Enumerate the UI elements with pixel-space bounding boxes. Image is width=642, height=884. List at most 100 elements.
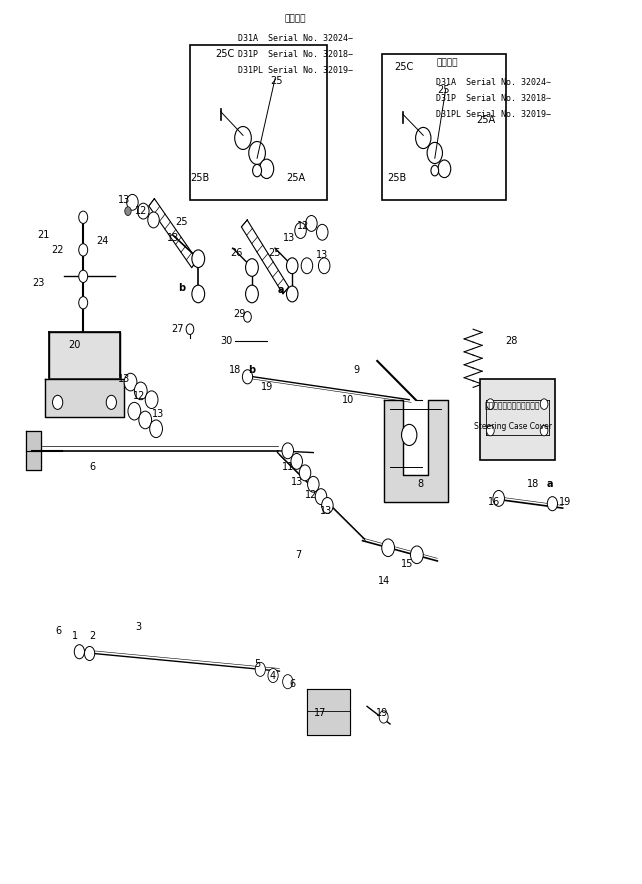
Text: 24: 24: [96, 236, 108, 246]
Circle shape: [401, 424, 417, 446]
Text: 12: 12: [297, 221, 309, 231]
Circle shape: [286, 286, 298, 301]
Text: 23: 23: [32, 278, 45, 288]
Circle shape: [438, 160, 451, 178]
Text: 25B: 25B: [386, 172, 406, 183]
Text: 13: 13: [291, 476, 303, 487]
Text: 19: 19: [559, 497, 571, 507]
Circle shape: [255, 662, 265, 676]
Text: D31P  Serial No. 32018−: D31P Serial No. 32018−: [238, 50, 353, 59]
Circle shape: [487, 399, 494, 409]
Text: 25C: 25C: [394, 63, 413, 72]
Text: 25: 25: [437, 85, 450, 95]
Text: 6: 6: [289, 679, 295, 690]
Text: 25B: 25B: [190, 172, 209, 183]
Text: 15: 15: [401, 559, 413, 568]
Text: 26: 26: [230, 248, 243, 257]
Text: 20: 20: [69, 340, 81, 350]
Circle shape: [318, 258, 330, 274]
Circle shape: [322, 498, 333, 514]
Text: 4: 4: [270, 671, 276, 681]
Bar: [382, 54, 507, 200]
Text: 22: 22: [51, 245, 64, 255]
Circle shape: [317, 225, 328, 240]
Circle shape: [137, 203, 149, 219]
Text: 25: 25: [175, 217, 188, 226]
Circle shape: [192, 286, 205, 302]
Circle shape: [74, 644, 85, 659]
Circle shape: [145, 391, 158, 408]
Text: 25C: 25C: [216, 50, 235, 59]
Circle shape: [79, 297, 88, 309]
Circle shape: [493, 491, 505, 507]
Bar: [480, 378, 555, 460]
Text: D31P  Serial No. 32018∼: D31P Serial No. 32018∼: [436, 94, 551, 103]
Text: a: a: [546, 479, 553, 490]
Text: 適用号笪: 適用号笪: [284, 15, 306, 24]
Circle shape: [286, 258, 298, 274]
Text: 2: 2: [89, 631, 95, 641]
Circle shape: [79, 271, 88, 283]
Circle shape: [299, 465, 311, 481]
Polygon shape: [149, 199, 197, 268]
Text: 18: 18: [229, 365, 241, 375]
Polygon shape: [26, 431, 41, 470]
Text: 5: 5: [254, 659, 260, 669]
Circle shape: [85, 646, 95, 660]
Text: 適用号笪: 適用号笪: [436, 58, 458, 68]
Text: Steering Case Cover: Steering Case Cover: [474, 422, 551, 431]
Text: a: a: [278, 286, 284, 295]
Circle shape: [306, 216, 317, 232]
Circle shape: [315, 489, 327, 505]
Text: 12: 12: [305, 490, 318, 499]
Text: 10: 10: [342, 394, 354, 405]
Text: 27: 27: [171, 324, 184, 334]
Text: 16: 16: [487, 497, 499, 507]
Text: 13: 13: [118, 374, 130, 384]
Text: 1: 1: [72, 631, 78, 641]
Text: ステアリングケースカバー: ステアリングケースカバー: [485, 401, 541, 410]
Text: D31PL Serial No. 32019−: D31PL Serial No. 32019−: [238, 65, 353, 75]
Circle shape: [252, 164, 261, 177]
Circle shape: [79, 211, 88, 224]
Circle shape: [427, 142, 442, 164]
Circle shape: [126, 194, 138, 210]
Circle shape: [431, 165, 438, 176]
Circle shape: [150, 420, 162, 438]
Text: 19: 19: [376, 708, 388, 719]
Circle shape: [415, 127, 431, 149]
Text: D31PL Serial No. 32019−: D31PL Serial No. 32019−: [436, 110, 551, 118]
Text: D31A  Serial No. 32024−: D31A Serial No. 32024−: [238, 34, 353, 43]
Circle shape: [379, 711, 388, 723]
Circle shape: [410, 546, 423, 564]
Text: 18: 18: [527, 479, 539, 490]
Text: b: b: [178, 283, 185, 293]
Circle shape: [106, 395, 116, 409]
Circle shape: [382, 539, 395, 557]
Text: 8: 8: [417, 479, 423, 490]
Text: b: b: [248, 365, 256, 375]
Circle shape: [259, 159, 273, 179]
Circle shape: [291, 453, 302, 469]
Text: 19: 19: [261, 383, 273, 392]
Circle shape: [148, 212, 159, 228]
Polygon shape: [45, 378, 124, 417]
Polygon shape: [241, 220, 289, 293]
Text: 13: 13: [316, 250, 329, 260]
Circle shape: [246, 259, 258, 277]
Bar: [190, 45, 327, 200]
Text: 6: 6: [56, 627, 62, 636]
Circle shape: [541, 425, 548, 436]
Circle shape: [308, 476, 319, 492]
Polygon shape: [307, 689, 350, 735]
Circle shape: [235, 126, 251, 149]
Circle shape: [244, 311, 251, 322]
Text: 25A: 25A: [286, 172, 305, 183]
Text: 3: 3: [135, 622, 142, 632]
Text: 17: 17: [313, 708, 326, 719]
Text: 30: 30: [220, 336, 232, 346]
Circle shape: [487, 425, 494, 436]
Text: 11: 11: [282, 461, 294, 472]
Circle shape: [53, 395, 63, 409]
Circle shape: [192, 250, 205, 268]
